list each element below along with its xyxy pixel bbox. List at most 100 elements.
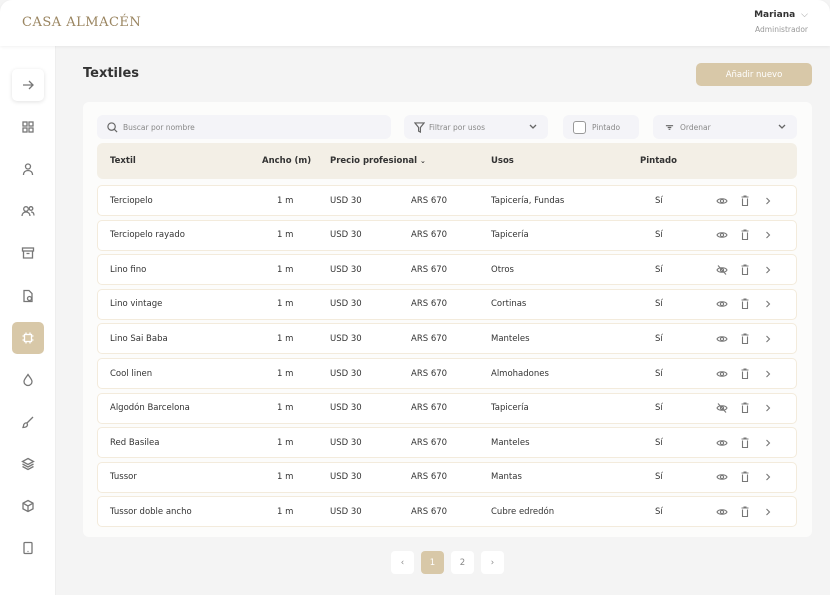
table-row[interactable]: Tussor doble ancho 1 m USD 30 ARS 670 Cubre … xyxy=(97,496,797,528)
table-row[interactable]: Tussor 1 m USD 30 ARS 670 Mantas Sí xyxy=(97,461,797,493)
cell-ancho: 1 m xyxy=(277,299,294,310)
eye-icon[interactable] xyxy=(716,195,728,207)
cell-usos: Manteles xyxy=(491,437,530,448)
add-new-button[interactable]: Añadir nuevo xyxy=(696,63,812,86)
eye-off-icon[interactable] xyxy=(716,402,728,414)
cell-ars: ARS 670 xyxy=(411,472,448,483)
eye-icon[interactable] xyxy=(716,298,728,310)
checkbox[interactable] xyxy=(573,120,586,134)
chevron-right-icon[interactable] xyxy=(762,506,774,518)
table-row[interactable]: Algodón Barcelona 1 m USD 30 ARS 670 Tapicer… xyxy=(97,392,797,424)
eye-icon[interactable] xyxy=(716,368,728,380)
sidebar-item-grid[interactable] xyxy=(12,111,44,143)
chevron-right-icon[interactable] xyxy=(762,437,774,449)
filter-icon xyxy=(414,121,425,133)
cell-ancho: 1 m xyxy=(277,230,294,241)
sidebar-item-tablet[interactable] xyxy=(12,532,44,564)
filter-usos-dropdown[interactable]: Filtrar por usos xyxy=(404,115,548,139)
sidebar-item-document[interactable] xyxy=(12,280,44,312)
cell-ancho: 1 m xyxy=(277,264,294,275)
page-number: 2 xyxy=(459,557,466,568)
cell-usos: Cubre edredón xyxy=(491,506,555,517)
cell-pintado: Sí xyxy=(655,230,663,241)
trash-icon[interactable] xyxy=(739,402,751,414)
cell-usos: Otros xyxy=(491,264,514,275)
chevron-right-icon[interactable] xyxy=(762,402,774,414)
trash-icon[interactable] xyxy=(739,264,751,276)
cell-pintado: Sí xyxy=(655,403,663,414)
sidebar-item-chip[interactable] xyxy=(12,321,44,354)
pintado-checkbox[interactable]: Pintado xyxy=(563,115,639,139)
sidebar-item-user[interactable] xyxy=(12,153,44,185)
sidebar-item-users[interactable] xyxy=(12,195,44,227)
chevron-right-icon[interactable] xyxy=(762,195,774,207)
cell-usd: USD 30 xyxy=(330,333,362,344)
sidebar-item-arrow-right[interactable] xyxy=(12,69,44,101)
sidebar-item-brush[interactable] xyxy=(12,406,44,438)
eye-icon[interactable] xyxy=(716,333,728,345)
table-row[interactable]: Red Basilea 1 m USD 30 ARS 670 Manteles Sí xyxy=(97,427,797,459)
trash-icon[interactable] xyxy=(739,229,751,241)
page-button[interactable]: 2 xyxy=(451,551,474,574)
search-icon xyxy=(107,121,118,133)
order-dropdown[interactable]: Ordenar xyxy=(653,115,797,139)
table-card: Buscar por nombre Filtrar por usos Pinta… xyxy=(83,102,812,537)
eye-off-icon[interactable] xyxy=(716,264,728,276)
cell-usd: USD 30 xyxy=(330,403,362,414)
cell-textil: Lino Sai Baba xyxy=(110,333,168,344)
chevron-right-icon[interactable] xyxy=(762,471,774,483)
cell-pintado: Sí xyxy=(655,333,663,344)
trash-icon[interactable] xyxy=(739,437,751,449)
chevron-right-icon[interactable] xyxy=(762,229,774,241)
next-page-button[interactable]: › xyxy=(481,551,504,574)
search-input[interactable]: Buscar por nombre xyxy=(97,115,391,139)
trash-icon[interactable] xyxy=(739,333,751,345)
sort-down-icon: ⌄ xyxy=(420,157,426,165)
chevron-right-icon[interactable] xyxy=(762,368,774,380)
cell-ars: ARS 670 xyxy=(411,403,448,414)
trash-icon[interactable] xyxy=(739,471,751,483)
col-precio-label: Precio profesional xyxy=(330,156,418,166)
cell-ancho: 1 m xyxy=(277,403,294,414)
cell-usos: Almohadones xyxy=(491,368,549,379)
eye-icon[interactable] xyxy=(716,506,728,518)
eye-icon[interactable] xyxy=(716,471,728,483)
order-placeholder: Ordenar xyxy=(680,122,711,132)
table-header: Textil Ancho (m) Precio profesional ⌄ Us… xyxy=(97,143,797,179)
sidebar-item-drop[interactable] xyxy=(12,364,44,396)
trash-icon[interactable] xyxy=(739,194,751,207)
col-precio[interactable]: Precio profesional ⌄ xyxy=(330,156,426,166)
table-row[interactable]: Lino fino 1 m USD 30 ARS 670 Otros Sí xyxy=(97,254,797,286)
trash-icon[interactable] xyxy=(739,367,751,380)
chevron-down-icon xyxy=(778,124,786,129)
page-button[interactable]: 1 xyxy=(421,551,444,574)
chevron-left-icon: ‹ xyxy=(400,557,405,568)
table-row[interactable]: Lino Sai Baba 1 m USD 30 ARS 670 Manteles Sí xyxy=(97,323,797,355)
eye-icon[interactable] xyxy=(716,437,728,449)
chevron-right-icon[interactable] xyxy=(762,264,774,276)
table-row[interactable]: Cool linen 1 m USD 30 ARS 670 Almohadones Sí xyxy=(97,358,797,389)
cell-usos: Tapicería xyxy=(491,230,529,241)
cell-usd: USD 30 xyxy=(330,195,362,206)
cell-ancho: 1 m xyxy=(277,333,294,344)
cell-textil: Algodón Barcelona xyxy=(110,403,190,414)
trash-icon[interactable] xyxy=(739,298,751,310)
eye-icon[interactable] xyxy=(716,229,728,241)
chevron-right-icon[interactable] xyxy=(762,333,774,345)
table-row[interactable]: Lino vintage 1 m USD 30 ARS 670 Cortinas Sí xyxy=(97,288,797,320)
cell-pintado: Sí xyxy=(655,437,663,448)
cell-ancho: 1 m xyxy=(277,437,294,448)
trash-icon[interactable] xyxy=(739,506,751,518)
chevron-right-icon[interactable] xyxy=(762,298,774,310)
user-menu[interactable]: Mariana ⌵ Administrador xyxy=(754,10,808,34)
table-row[interactable]: Terciopelo rayado 1 m USD 30 ARS 670 Tapicer… xyxy=(97,219,797,251)
sidebar-item-box[interactable] xyxy=(12,490,44,522)
cell-pintado: Sí xyxy=(655,368,663,379)
table-row[interactable]: Terciopelo 1 m USD 30 ARS 670 Tapicería, Fun… xyxy=(97,185,797,216)
user-role: Administrador xyxy=(755,25,808,34)
chip-icon xyxy=(22,332,34,344)
cell-ars: ARS 670 xyxy=(411,195,448,206)
sidebar-item-layers[interactable] xyxy=(12,448,44,480)
sidebar-item-archive[interactable] xyxy=(12,237,44,269)
prev-page-button[interactable]: ‹ xyxy=(391,551,414,574)
